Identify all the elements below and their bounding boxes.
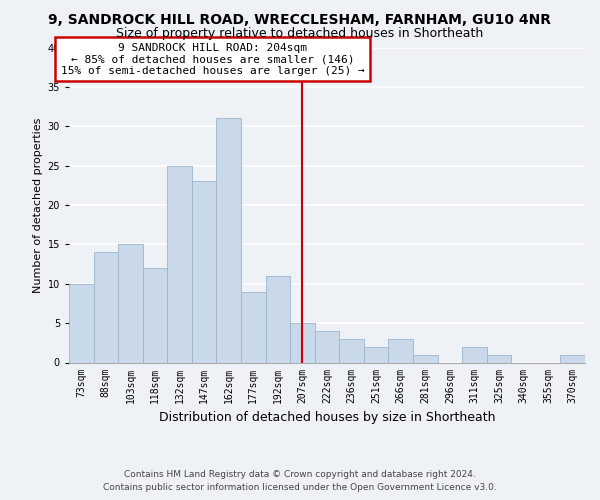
Bar: [315, 331, 339, 362]
Bar: [118, 244, 143, 362]
X-axis label: Distribution of detached houses by size in Shortheath: Distribution of detached houses by size …: [159, 411, 495, 424]
Bar: [290, 323, 315, 362]
Bar: [69, 284, 94, 362]
Bar: [167, 166, 192, 362]
Text: 9, SANDROCK HILL ROAD, WRECCLESHAM, FARNHAM, GU10 4NR: 9, SANDROCK HILL ROAD, WRECCLESHAM, FARN…: [49, 12, 551, 26]
Bar: [192, 182, 217, 362]
Bar: [413, 354, 437, 362]
Bar: [487, 354, 511, 362]
Text: 9 SANDROCK HILL ROAD: 204sqm
← 85% of detached houses are smaller (146)
15% of s: 9 SANDROCK HILL ROAD: 204sqm ← 85% of de…: [61, 42, 365, 76]
Bar: [217, 118, 241, 362]
Bar: [388, 339, 413, 362]
Y-axis label: Number of detached properties: Number of detached properties: [34, 118, 43, 292]
Bar: [241, 292, 266, 362]
Text: Contains HM Land Registry data © Crown copyright and database right 2024.
Contai: Contains HM Land Registry data © Crown c…: [103, 470, 497, 492]
Bar: [266, 276, 290, 362]
Bar: [560, 354, 585, 362]
Bar: [339, 339, 364, 362]
Text: Size of property relative to detached houses in Shortheath: Size of property relative to detached ho…: [116, 28, 484, 40]
Bar: [364, 347, 388, 362]
Bar: [462, 347, 487, 362]
Bar: [143, 268, 167, 362]
Bar: [94, 252, 118, 362]
